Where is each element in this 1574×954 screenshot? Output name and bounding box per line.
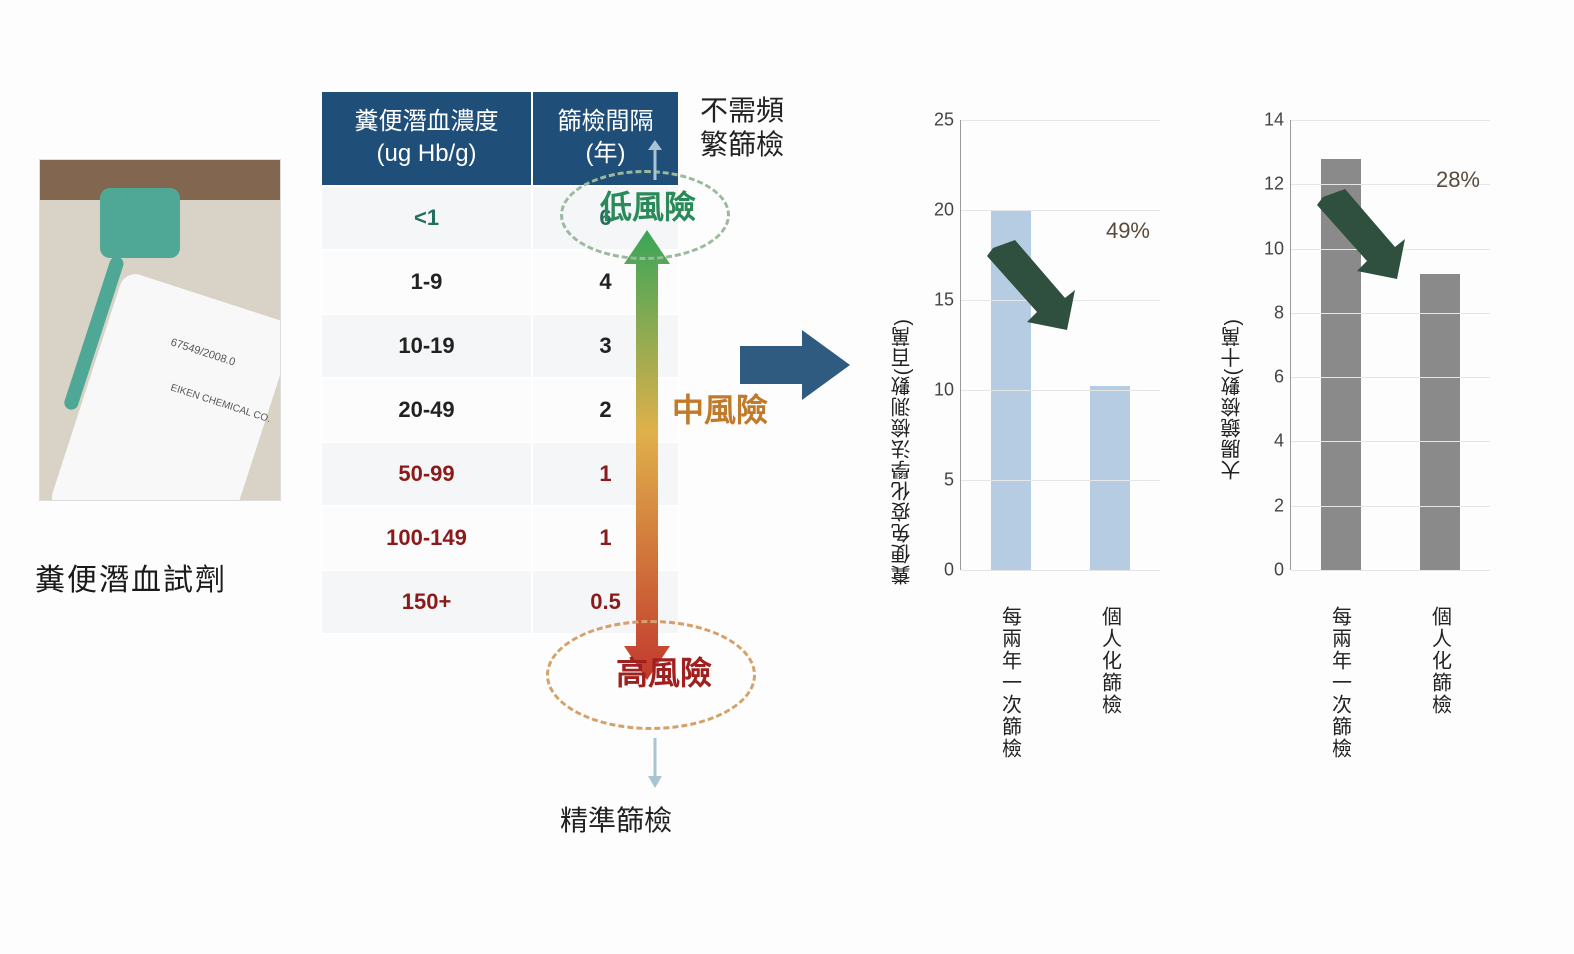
chart1-plot bbox=[960, 120, 1160, 570]
reagent-photo: 67549/2008.0 EIKEN CHEMICAL CO. bbox=[40, 160, 280, 500]
chart2-xlabels: 每兩年一次篩檢 個人化篩檢 bbox=[1290, 606, 1490, 760]
ytick: 20 bbox=[918, 200, 954, 221]
ytick: 0 bbox=[918, 560, 954, 581]
th-concentration: 糞便潛血濃度 (ug Hb/g) bbox=[321, 91, 532, 186]
infographic-canvas: 67549/2008.0 EIKEN CHEMICAL CO. 糞便潛血試劑 糞… bbox=[0, 0, 1574, 954]
chart2-down-arrow-icon bbox=[1315, 189, 1405, 279]
anno-top: 不需頻 繁篩檢 bbox=[700, 94, 784, 161]
ytick: 8 bbox=[1248, 302, 1284, 323]
chart1-down-arrow-icon bbox=[985, 240, 1075, 330]
ytick: 14 bbox=[1248, 110, 1284, 131]
cell-range: <1 bbox=[321, 186, 532, 250]
ytick: 10 bbox=[1248, 238, 1284, 259]
cell-range: 20-49 bbox=[321, 378, 532, 442]
reagent-photo-caption: 糞便潛血試劑 bbox=[35, 555, 227, 599]
chart1-xlabels: 每兩年一次篩檢 個人化篩檢 bbox=[960, 606, 1160, 760]
ytick: 6 bbox=[1248, 367, 1284, 388]
chart-fit-tests: 糞便免疫化學法檢測數(百萬) 每兩年一次篩檢個人化篩檢 49% 05101520… bbox=[880, 100, 1160, 620]
xlabel: 個人化篩檢 bbox=[1426, 606, 1455, 760]
chart1-bars bbox=[961, 120, 1160, 570]
ytick: 12 bbox=[1248, 174, 1284, 195]
chart1-ylabel: 糞便免疫化學法檢測數(百萬) bbox=[888, 318, 917, 585]
chart1-reduction-label: 49% bbox=[1106, 218, 1150, 244]
low-risk-label: 低風險 bbox=[600, 182, 696, 228]
xlabel: 每兩年一次篩檢 bbox=[1326, 606, 1355, 760]
chart2-reduction-label: 28% bbox=[1436, 167, 1480, 193]
ytick: 4 bbox=[1248, 431, 1284, 452]
bar bbox=[1420, 274, 1460, 570]
xlabel: 每兩年一次篩檢 bbox=[996, 606, 1025, 760]
bar bbox=[1090, 386, 1130, 570]
ytick: 25 bbox=[918, 110, 954, 131]
cell-range: 1-9 bbox=[321, 250, 532, 314]
risk-gradient-arrow bbox=[624, 230, 670, 680]
ytick: 2 bbox=[1248, 495, 1284, 516]
chart2-ylabel: 大腸鏡檢數(十萬) bbox=[1218, 318, 1247, 480]
ytick: 15 bbox=[918, 290, 954, 311]
cell-range: 150+ bbox=[321, 570, 532, 634]
ytick: 10 bbox=[918, 380, 954, 401]
thin-down-arrow-icon bbox=[645, 738, 665, 788]
ytick: 5 bbox=[918, 470, 954, 491]
ytick: 0 bbox=[1248, 560, 1284, 581]
big-right-arrow-icon bbox=[740, 330, 850, 400]
xlabel: 個人化篩檢 bbox=[1096, 606, 1125, 760]
cell-range: 100-149 bbox=[321, 506, 532, 570]
high-risk-label: 高風險 bbox=[616, 648, 712, 694]
chart-colonoscopy: 大腸鏡檢數(十萬) 每兩年一次篩檢個人化篩檢 28% 02468101214 bbox=[1210, 100, 1490, 620]
cell-range: 10-19 bbox=[321, 314, 532, 378]
anno-bottom: 精準篩檢 bbox=[560, 804, 672, 838]
thin-up-arrow-icon bbox=[645, 140, 665, 180]
cell-range: 50-99 bbox=[321, 442, 532, 506]
